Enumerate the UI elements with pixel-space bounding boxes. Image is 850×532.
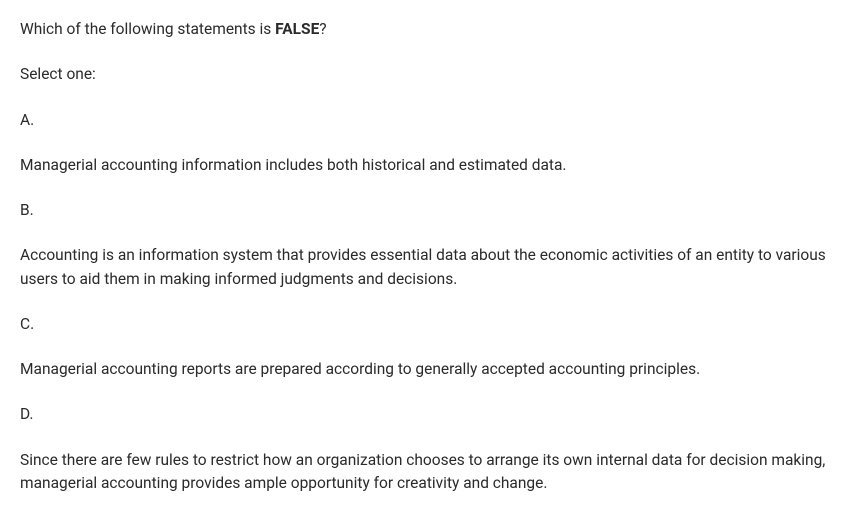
option-letter-d[interactable]: D. (20, 403, 830, 426)
stem-suffix: ? (319, 20, 326, 38)
option-letter-b[interactable]: B. (20, 199, 830, 222)
select-one-label: Select one: (20, 63, 830, 86)
option-letter-c[interactable]: C. (20, 313, 830, 336)
stem-bold: FALSE (275, 20, 319, 38)
question-stem: Which of the following statements is FAL… (20, 18, 830, 41)
option-text-c: Managerial accounting reports are prepar… (20, 358, 830, 381)
stem-prefix: Which of the following statements is (20, 20, 275, 38)
option-text-a: Managerial accounting information includ… (20, 154, 830, 177)
option-letter-a[interactable]: A. (20, 109, 830, 132)
option-text-d: Since there are few rules to restrict ho… (20, 449, 830, 496)
option-text-b: Accounting is an information system that… (20, 244, 830, 291)
